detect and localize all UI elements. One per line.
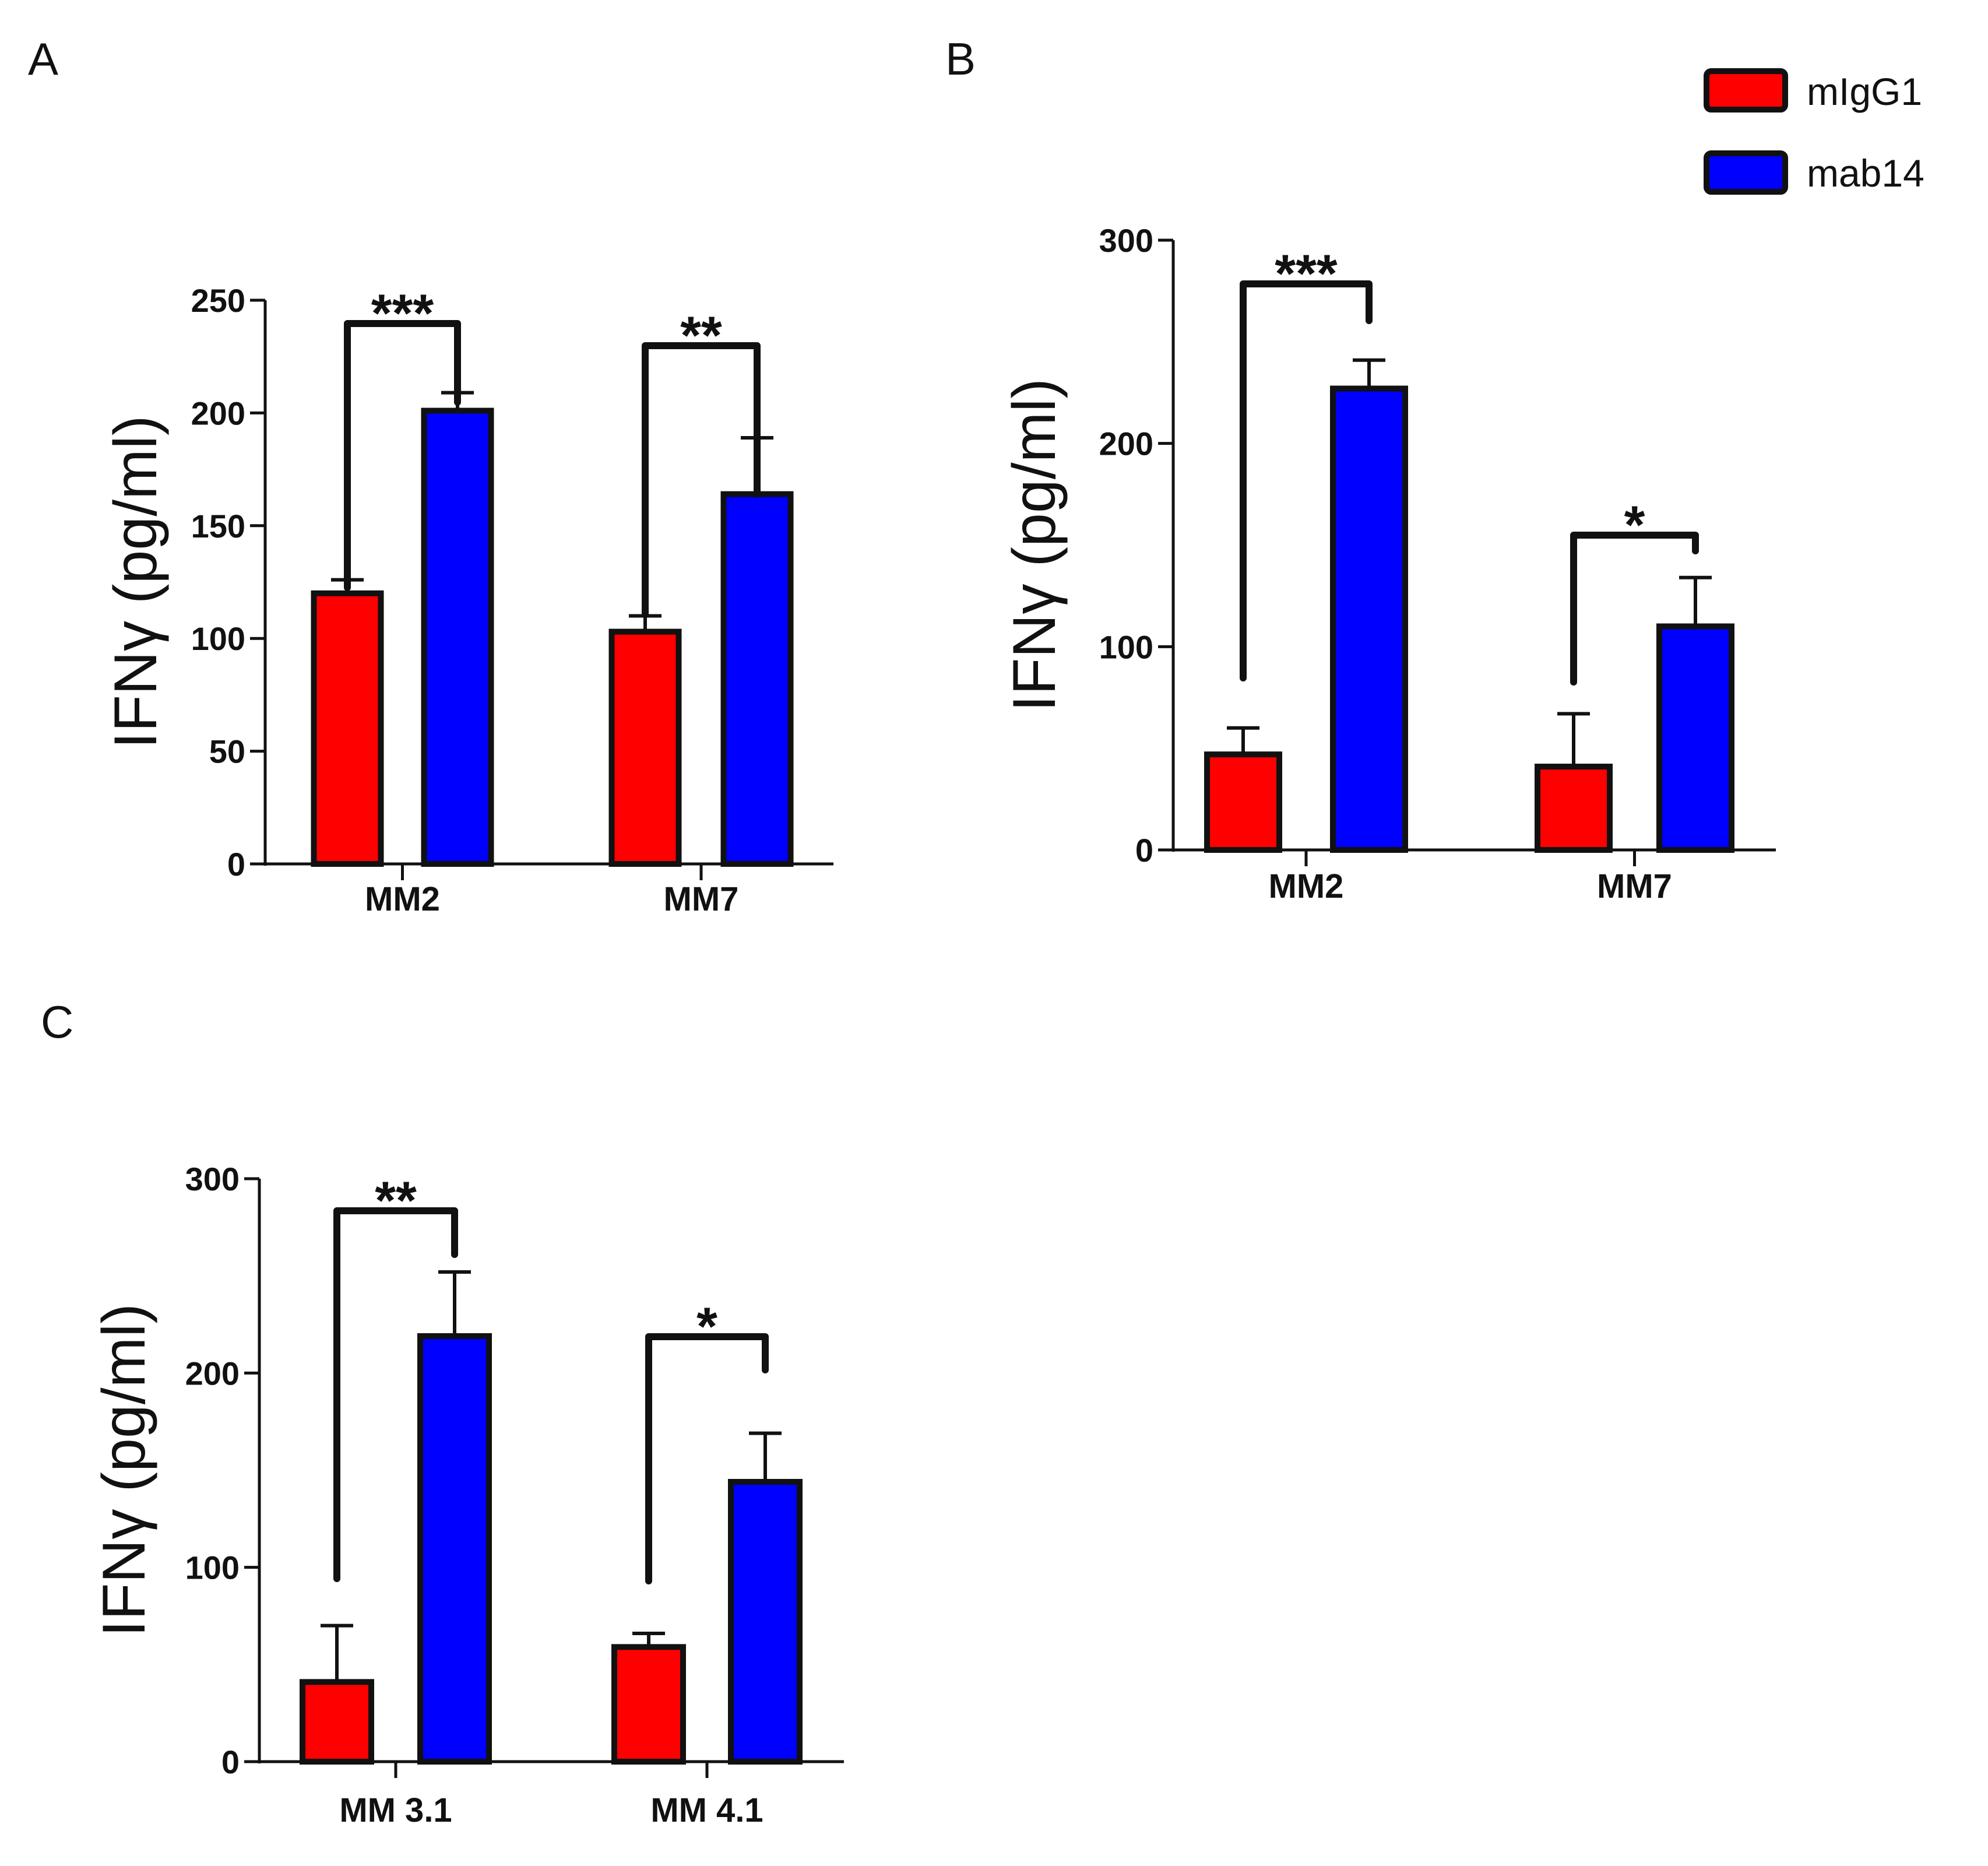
panel-a-y-axis-label: IFNγ (pg/ml): [102, 416, 170, 749]
panel-b-significance-bracket-0: [1240, 280, 1373, 681]
panel-a-category-label-0: MM2: [365, 880, 440, 918]
panel-b-letter: B: [945, 33, 976, 85]
panel-b-bar-mIgG1-MM2: [1204, 751, 1282, 853]
panel-b-significance-bracket-1: [1570, 532, 1699, 686]
panel-b-bar-mab14-MM7: [1656, 623, 1734, 853]
panel-c-significance-label-1: *: [696, 1297, 717, 1357]
panel-c-ytick-label-0: 0: [221, 1744, 240, 1780]
panel-b-y-axis-label: IFNγ (pg/ml): [1001, 378, 1068, 712]
panel-c-significance-bracket-0: [333, 1207, 458, 1582]
panel-b-bar-mIgG1-MM7: [1535, 764, 1613, 853]
panel-a-ytick-label-3: 150: [191, 508, 245, 544]
panel-a-ytick-label-0: 0: [227, 846, 245, 883]
panel-a-significance-bracket-0: [344, 320, 461, 591]
panel-c-bar-mIgG1-MM4.1: [611, 1644, 686, 1765]
legend: mIgG1 mab14: [1704, 68, 1924, 195]
panel-b-ytick-label-1: 100: [1099, 628, 1153, 665]
legend-swatch-migg1: [1704, 68, 1788, 113]
panel-b-category-label-0: MM2: [1269, 867, 1344, 905]
legend-label-migg1: mIgG1: [1807, 70, 1922, 113]
panel-a-significance-label-1: **: [680, 306, 722, 366]
panel-b-significance-label-1: *: [1624, 496, 1645, 555]
panel-b-category-label-1: MM7: [1597, 867, 1672, 905]
panel-a-significance-label-0: ***: [371, 284, 434, 343]
panel-b-bar-mab14-MM2: [1330, 385, 1408, 853]
panel-c-bar-mIgG1-MM3.1: [300, 1679, 374, 1765]
panel-a-bar-mIgG1-MM2: [311, 590, 384, 867]
legend-label-mab14: mab14: [1807, 152, 1924, 195]
panel-a-ytick-label-2: 100: [191, 620, 245, 657]
legend-swatch-mab14: [1704, 150, 1788, 195]
panel-c-ytick-label-3: 300: [185, 1161, 240, 1197]
panel-c-ytick-label-1: 100: [185, 1549, 240, 1586]
panel-b-significance-label-0: ***: [1275, 244, 1338, 304]
panel-a-bar-mab14-MM2: [421, 407, 494, 867]
panel-a-category-label-1: MM7: [664, 880, 739, 918]
panel-a-letter: A: [28, 33, 58, 85]
panel-a-bar-mIgG1-MM7: [608, 628, 682, 867]
panel-c-letter: C: [41, 996, 73, 1048]
panel-c-ytick-label-2: 200: [185, 1355, 240, 1391]
panel-a-significance-bracket-1: [642, 342, 761, 617]
panel-c-y-axis-label: IFNγ (pg/ml): [90, 1303, 158, 1637]
panel-a-ytick-label-4: 200: [191, 395, 245, 431]
panel-b-ytick-label-3: 300: [1099, 222, 1153, 259]
panel-c-bar-mab14-MM3.1: [417, 1333, 492, 1765]
panel-c-bar-mab14-MM4.1: [728, 1479, 803, 1765]
panel-a-ytick-label-5: 250: [191, 282, 245, 319]
panel-b-ytick-label-2: 200: [1099, 426, 1153, 462]
panel-c-category-label-1: MM 4.1: [650, 1791, 763, 1829]
panel-b-ytick-label-0: 0: [1135, 832, 1153, 869]
panel-c-category-label-0: MM 3.1: [339, 1791, 452, 1829]
panel-a-ytick-label-1: 50: [209, 733, 245, 770]
panel-c-significance-bracket-1: [645, 1333, 769, 1584]
panel-a-bar-mab14-MM7: [720, 491, 794, 867]
panel-c-significance-label-0: **: [375, 1171, 417, 1231]
